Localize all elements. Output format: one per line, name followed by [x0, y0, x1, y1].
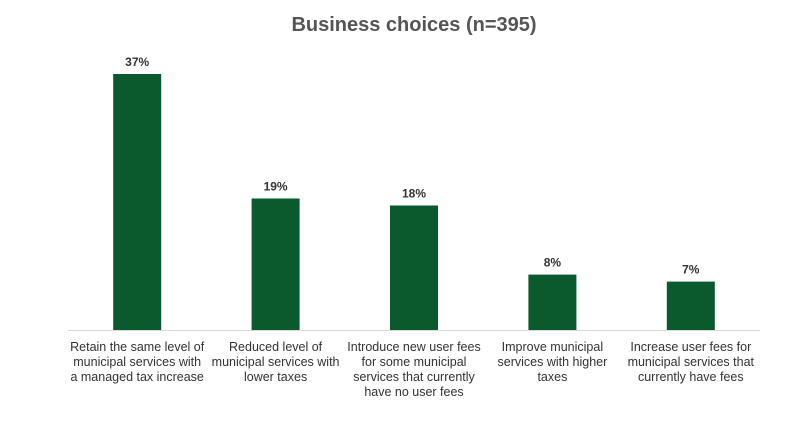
category-label-5: Increase user fees for municipal service… [627, 340, 755, 384]
category-label-4: Improve municipal services with higher t… [497, 340, 608, 384]
data-label-5: 7% [682, 263, 700, 277]
data-label-2: 19% [264, 180, 288, 194]
data-labels-group: 37% 19% 18% 8% 7% [125, 55, 700, 277]
category-label-2: Reduced level of municipal services with… [211, 340, 340, 384]
bar-3 [390, 205, 438, 330]
bar-5 [666, 281, 715, 330]
category-label-3: Introduce new user fees for some municip… [347, 340, 481, 399]
data-label-1: 37% [125, 55, 149, 69]
chart-title: Business choices (n=395) [291, 14, 536, 36]
data-label-4: 8% [544, 256, 562, 270]
bar-1 [113, 74, 162, 330]
bars-group [113, 74, 715, 330]
category-label-1: Retain the same level of municipal servi… [70, 340, 205, 384]
data-label-3: 18% [402, 187, 426, 201]
bar-4 [528, 274, 577, 330]
bar-2 [251, 198, 300, 330]
